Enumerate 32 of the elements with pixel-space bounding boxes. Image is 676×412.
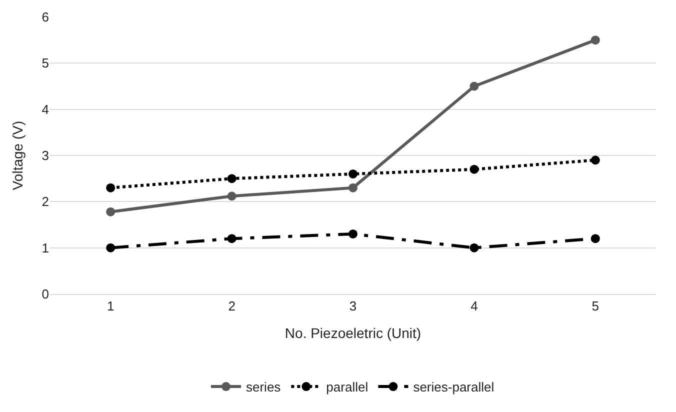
x-tick-label: 4 — [470, 298, 478, 314]
point — [348, 229, 358, 238]
y-tick-label: 3 — [42, 148, 49, 164]
point — [106, 243, 116, 252]
point — [590, 36, 600, 45]
y-tick-label: 5 — [42, 56, 49, 71]
point — [106, 207, 116, 216]
point — [470, 243, 479, 252]
point — [590, 234, 600, 244]
point — [227, 234, 236, 244]
point — [348, 183, 358, 192]
point — [106, 183, 116, 192]
legend-label: series-parallel — [413, 380, 494, 395]
legend-label: series — [246, 380, 282, 395]
x-tick-label: 5 — [592, 298, 600, 314]
x-axis-title: No. Piezoeletric (Unit) — [284, 324, 422, 341]
x-tick-label: 1 — [106, 298, 114, 314]
point — [470, 82, 479, 91]
point — [590, 156, 600, 165]
y-tick-label: 6 — [42, 10, 49, 25]
point — [348, 169, 358, 178]
point — [227, 174, 236, 184]
y-tick-label: 1 — [42, 240, 49, 256]
y-tick-label: 0 — [42, 286, 49, 302]
point — [227, 192, 236, 201]
x-tick-label: 2 — [228, 298, 236, 314]
y-tick-label: 4 — [42, 102, 49, 117]
x-tick-label: 3 — [349, 298, 357, 314]
point — [470, 164, 479, 174]
y-tick-label: 2 — [42, 194, 49, 210]
y-axis-title: Voltage (V) — [9, 120, 26, 190]
legend-label: parallel — [326, 380, 368, 395]
